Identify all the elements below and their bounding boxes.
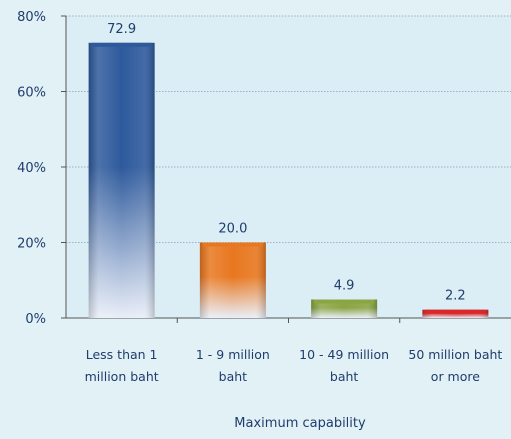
category-label: million baht: [85, 369, 159, 384]
value-label: 2.2: [445, 289, 466, 304]
bar-shine: [422, 309, 489, 318]
y-tick-label: 60%: [17, 86, 46, 101]
value-label: 4.9: [334, 279, 355, 294]
value-labels: 72.9 20.0 4.9 2.2: [107, 22, 466, 304]
category-label: 10 - 49 million: [299, 347, 389, 362]
x-axis-title: Maximum capability: [234, 416, 366, 431]
bar-cap: [91, 42, 152, 47]
category-label: baht: [330, 369, 359, 384]
category-label: baht: [219, 369, 248, 384]
bar-shine: [311, 299, 378, 318]
y-axis-ticks: 0% 20% 40% 60% 80%: [17, 10, 66, 327]
bar-shine: [88, 42, 155, 319]
value-label: 72.9: [107, 22, 136, 37]
gridlines: [66, 15, 511, 243]
value-label: 20.0: [218, 222, 247, 237]
y-tick-label: 40%: [17, 161, 46, 176]
category-label: or more: [431, 369, 480, 384]
category-label: 1 - 9 million: [196, 347, 270, 362]
bars: [88, 42, 489, 319]
bar-cap: [425, 309, 486, 314]
y-tick-label: 0%: [25, 312, 46, 327]
category-labels: Less than 1 million baht 1 - 9 million baht…: [85, 347, 503, 384]
bar-shine: [199, 242, 266, 318]
category-label: Less than 1: [86, 347, 158, 362]
y-tick-label: 80%: [17, 10, 46, 25]
category-label: 50 million baht: [408, 347, 502, 362]
bar-cap: [202, 242, 263, 247]
y-tick-label: 20%: [17, 237, 46, 252]
bar-cap: [314, 299, 375, 304]
